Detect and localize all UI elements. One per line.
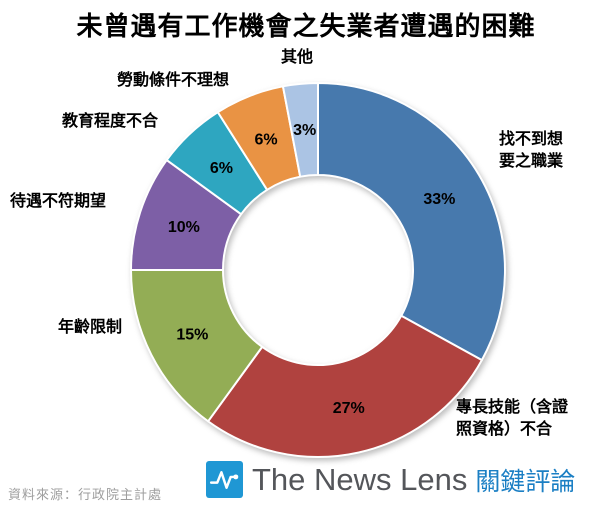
pulse-icon [209, 471, 239, 489]
pie-slice-1 [207, 314, 483, 458]
brand-logo: The News Lens 關鍵評論 [206, 461, 575, 498]
slice-label-other: 其他 [281, 49, 314, 66]
pie-slice-percent-1: 27% [333, 400, 365, 417]
pie-slice-percent-3: 10% [168, 219, 200, 236]
donut-slices [130, 82, 506, 458]
slice-label-education-mismatch: 教育程度不合 [62, 113, 159, 130]
pie-slice-0 [317, 82, 506, 362]
logo-mark [206, 461, 243, 498]
pie-slice-percent-4: 6% [210, 160, 233, 177]
pie-slice-6 [281, 82, 319, 178]
slice-label-pay-below-expectation: 待遇不符期望 [10, 193, 107, 210]
logo-brand-zh: 關鍵評論 [475, 467, 576, 496]
chart-title: 未曾遇有工作機會之失業者遭遇的困難 [76, 11, 536, 41]
donut-percent-labels: 33% 27% 15% 10% 6% 6% 3% [168, 122, 455, 417]
logo-brand-en: The News Lens [252, 461, 468, 497]
slice-label-poor-labor-conditions: 勞動條件不理想 [117, 72, 230, 89]
pie-slice-percent-6: 3% [293, 122, 316, 139]
source-note: 資料來源：行政院主計處 [8, 487, 163, 502]
slice-label-skills-mismatch: 專長技能（含證照資格）不合 [456, 399, 569, 438]
pie-slice-percent-5: 6% [255, 132, 278, 149]
pie-slice-percent-0: 33% [423, 191, 455, 208]
pie-slice-percent-2: 15% [176, 327, 208, 344]
slice-label-cant-find-desired-job: 找不到想要之職業 [499, 131, 564, 170]
slice-label-age-limit: 年齡限制 [58, 319, 123, 336]
